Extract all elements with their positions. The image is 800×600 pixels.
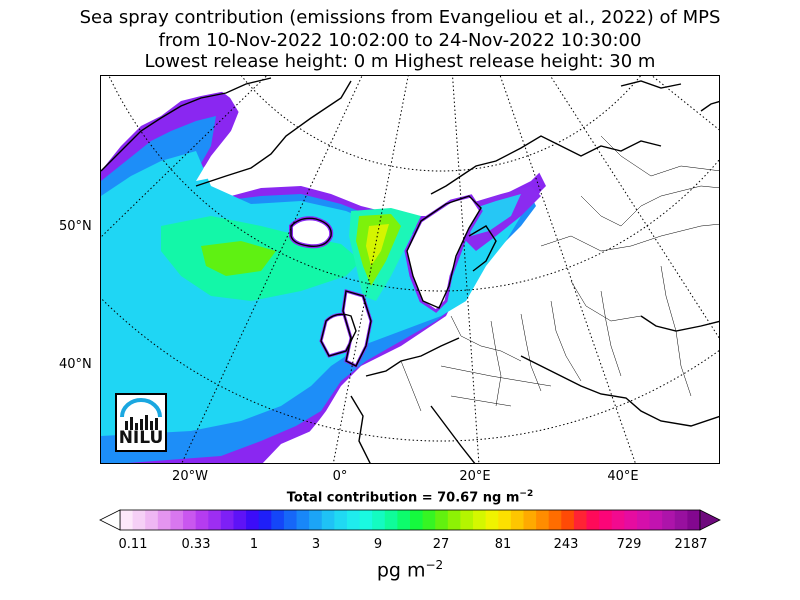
colorbar-cell	[183, 510, 197, 530]
colorbar	[99, 509, 721, 531]
colorbar-cell	[372, 510, 386, 530]
colorbar-cell	[447, 510, 462, 530]
nilu-logo: NILU	[115, 393, 167, 452]
map-panel	[100, 75, 720, 464]
colorbar-cell	[246, 510, 260, 530]
coastlines	[101, 77, 719, 463]
colorbar-tick-9: 2187	[674, 537, 708, 552]
colorbar-cell	[157, 510, 172, 530]
colorbar-cell	[599, 510, 613, 530]
colorbar-cell	[208, 510, 222, 530]
colorbar-tick-0: 0.11	[118, 537, 148, 552]
colorbar-cells	[120, 510, 701, 530]
colorbar-tick-8: 729	[616, 537, 642, 552]
plume-field	[101, 91, 716, 463]
colorbar-cell	[258, 510, 272, 530]
colorbar-cell	[233, 510, 247, 530]
lat-label-50n: 50°N	[59, 219, 92, 234]
nilu-logo-graphic	[120, 398, 162, 430]
colorbar-units-text: pg m	[376, 559, 426, 582]
lat-label-40n: 40°N	[59, 357, 92, 372]
colorbar-cell	[523, 510, 537, 530]
colorbar-cell	[687, 510, 701, 530]
colorbar-cell	[384, 510, 398, 530]
colorbar-cell	[220, 510, 235, 530]
colorbar-units: pg m−2	[0, 558, 800, 581]
graticule	[101, 76, 719, 463]
colorbar-cell	[662, 510, 676, 530]
lon-label-0: 0°	[332, 469, 348, 484]
colorbar-min-extension	[99, 509, 121, 531]
greenland-landmass	[196, 76, 351, 181]
map-title-line1: Sea spray contribution (emissions from E…	[79, 7, 721, 28]
colorbar-cell	[573, 510, 588, 530]
colorbar-cell	[548, 510, 562, 530]
map-title-line3: Lowest release height: 0 m Highest relea…	[144, 51, 656, 72]
colorbar-cell	[586, 510, 600, 530]
colorbar-cell	[422, 510, 436, 530]
colorbar-cell	[498, 510, 512, 530]
colorbar-cell	[473, 510, 487, 530]
colorbar-cell	[485, 510, 499, 530]
colorbar-cell	[561, 510, 575, 530]
total-contribution-label: Total contribution = 70.67 ng m−2	[0, 489, 800, 505]
colorbar-tick-7: 243	[553, 537, 579, 552]
colorbar-cell	[435, 510, 449, 530]
total-contribution-exponent: −2	[519, 489, 534, 499]
colorbar-cell	[170, 510, 184, 530]
colorbar-cell	[120, 510, 134, 530]
colorbar-cell	[296, 510, 310, 530]
nilu-logo-text: NILU	[118, 428, 164, 448]
colorbar-tick-5: 27	[432, 537, 450, 552]
colorbar-cell	[636, 510, 651, 530]
colorbar-cell	[359, 510, 373, 530]
colorbar-tick-4: 9	[373, 537, 383, 552]
colorbar-cell	[674, 510, 688, 530]
colorbar-cell	[132, 510, 146, 530]
arctic-russia-landmass	[531, 76, 719, 286]
colorbar-tick-1: 0.33	[181, 537, 211, 552]
colorbar-cell	[145, 510, 159, 530]
colorbar-cell	[460, 510, 474, 530]
europe-landmass	[273, 246, 719, 463]
colorbar-cell	[397, 510, 411, 530]
colorbar-max-extension	[699, 509, 721, 531]
colorbar-cell	[536, 510, 550, 530]
map-title-line2: from 10-Nov-2022 10:02:00 to 24-Nov-2022…	[158, 30, 642, 51]
colorbar-units-exponent: −2	[425, 558, 444, 572]
colorbar-cell	[649, 510, 663, 530]
lon-label-20e: 20°E	[459, 469, 491, 484]
colorbar-cell	[271, 510, 285, 530]
total-contribution-text: Total contribution = 70.67 ng m	[286, 490, 520, 506]
colorbar-cell	[195, 510, 209, 530]
country-borders	[400, 135, 719, 412]
colorbar-cell	[510, 510, 525, 530]
lon-label-20w: 20°W	[172, 469, 208, 484]
colorbar-tick-2: 1	[249, 537, 259, 552]
colorbar-cell	[624, 510, 638, 530]
map-canvas	[101, 76, 719, 463]
lon-label-40e: 40°E	[607, 469, 639, 484]
colorbar-cell	[611, 510, 625, 530]
colorbar-tick-6: 81	[494, 537, 512, 552]
colorbar-cell	[283, 510, 298, 530]
colorbar-cell	[334, 510, 348, 530]
colorbar-cell	[410, 510, 424, 530]
colorbar-cell	[346, 510, 361, 530]
colorbar-cell	[321, 510, 335, 530]
colorbar-cell	[309, 510, 323, 530]
colorbar-tick-3: 3	[311, 537, 321, 552]
